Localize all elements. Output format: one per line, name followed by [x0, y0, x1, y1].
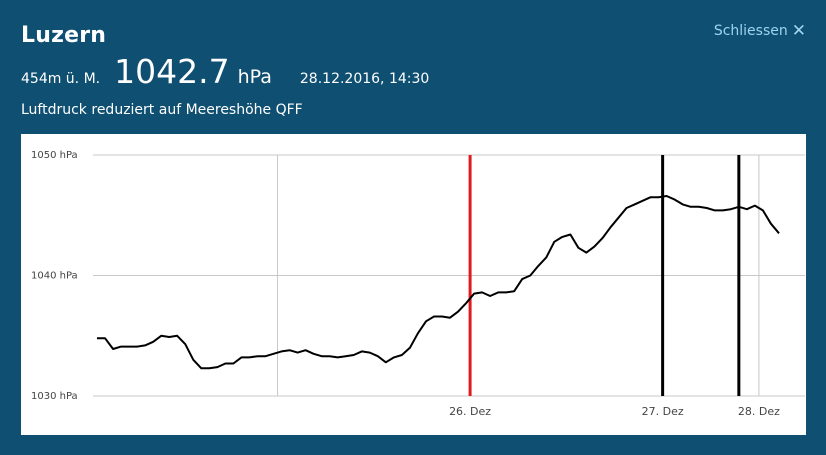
y-tick-label: 1040 hPa: [31, 271, 78, 282]
x-tick-label: 28. Dez: [738, 405, 780, 418]
y-tick-label: 1050 hPa: [31, 150, 78, 161]
x-tick-label: 27. Dez: [642, 405, 684, 418]
pressure-unit: hPa: [237, 66, 272, 88]
measurement-datetime: 28.12.2016, 14:30: [299, 71, 430, 87]
y-tick-label: 1030 hPa: [31, 391, 78, 402]
close-button[interactable]: Schliessen ✕: [713, 21, 806, 41]
chart-panel: 1030 hPa 1040 hPa 1050 hPa 26. Dez 27. Dez 28…: [21, 134, 806, 435]
close-label: Schliessen: [713, 23, 788, 39]
x-tick-label: 26. Dez: [449, 405, 491, 418]
location-title: Luzern: [21, 23, 107, 48]
pressure-chart: 1030 hPa 1040 hPa 1050 hPa 26. Dez 27. Dez 28…: [31, 150, 805, 418]
altitude-text: 454m ü. M.: [21, 71, 101, 87]
close-icon: ✕: [791, 21, 806, 41]
pressure-value: 1042.7: [114, 52, 230, 91]
measurement-row: 454m ü. M. 1042.7 hPa 28.12.2016, 14:30: [21, 52, 429, 91]
chart-subtitle: Luftdruck reduziert auf Meereshöhe QFF: [21, 102, 303, 118]
series-line: [97, 195, 780, 370]
